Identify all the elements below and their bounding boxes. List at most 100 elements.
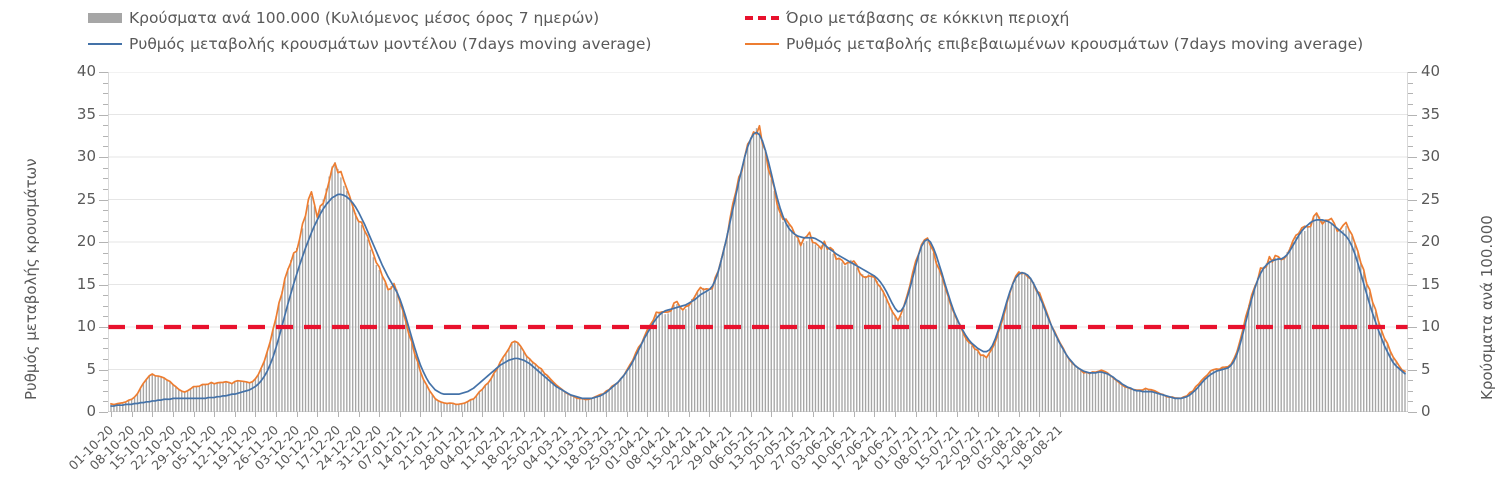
x-tick-label: 21-01-21: [395, 422, 447, 473]
legend-item-model-line: Ρυθμός μεταβολής κρουσμάτων μοντέλου (7d…: [88, 35, 651, 53]
x-tick-mark: [337, 412, 339, 417]
y-axis-left-title: Ρυθμός μεταβολής κρουσμάτων: [22, 158, 40, 400]
legend-item-threshold: Όριο μετάβασης σε κόκκινη περιοχή: [745, 9, 1069, 27]
y-tick-mark: [103, 220, 108, 222]
x-tick-label: 19-11-20: [209, 422, 261, 473]
x-tick-label: 28-01-21: [416, 422, 468, 473]
x-tick-label: 14-01-21: [375, 422, 426, 473]
y-tick-mark: [1408, 252, 1413, 254]
x-tick-label: 31-12-20: [333, 422, 385, 473]
x-tick-mark: [1039, 412, 1041, 417]
y-tick-mark: [1408, 199, 1417, 201]
x-tick-label: 05-11-20: [168, 422, 220, 473]
x-tick-label: 06-05-21: [705, 422, 756, 473]
y-tick-right: 30: [1421, 147, 1441, 165]
x-tick-mark: [234, 412, 236, 417]
y-tick-mark: [1408, 157, 1417, 158]
x-tick-mark: [441, 412, 443, 417]
y-tick-mark: [99, 412, 108, 413]
y-tick-mark: [103, 146, 108, 148]
y-tick-mark: [1408, 125, 1413, 127]
x-tick-label: 03-06-21: [787, 422, 839, 473]
y-tick-left: 35: [76, 104, 96, 123]
x-tick-label: 03-12-20: [251, 422, 302, 473]
y-tick-mark: [103, 82, 108, 84]
x-tick-label: 15-04-21: [643, 422, 695, 473]
y-tick-mark: [1408, 305, 1413, 307]
x-tick-label: 24-06-21: [849, 422, 901, 473]
x-tick-label: 08-04-21: [622, 422, 674, 473]
x-tick-mark: [482, 412, 484, 417]
y-tick-left: 30: [76, 147, 96, 165]
x-tick-mark: [874, 412, 876, 417]
y-tick-mark: [103, 390, 108, 392]
chart-svg: [108, 72, 1408, 412]
legend-label-bars: Κρούσματα ανά 100.000 (Κυλιόμενος μέσος …: [129, 9, 600, 27]
x-tick-mark: [626, 412, 628, 417]
x-tick-mark: [214, 412, 216, 417]
y-tick-mark: [1408, 82, 1413, 84]
plot-area: [108, 72, 1408, 412]
x-tick-mark: [193, 412, 195, 417]
x-tick-mark: [895, 412, 897, 417]
y-tick-mark: [1408, 231, 1413, 233]
x-tick-mark: [791, 412, 793, 417]
x-tick-mark: [833, 412, 835, 417]
y-tick-mark: [103, 93, 108, 95]
x-tick-mark: [564, 412, 566, 417]
x-tick-label: 22-07-21: [932, 422, 983, 473]
x-tick-label: 10-06-21: [808, 422, 860, 473]
y-tick-mark: [103, 188, 108, 190]
y-tick-mark: [103, 135, 108, 137]
x-tick-mark: [915, 412, 917, 417]
y-tick-mark: [1408, 390, 1413, 392]
y-tick-mark: [103, 125, 108, 127]
x-tick-mark: [812, 412, 814, 417]
x-tick-label: 29-07-21: [952, 422, 1004, 473]
legend-label-model: Ρυθμός μεταβολής κρουσμάτων μοντέλου (7d…: [129, 35, 652, 53]
x-tick-mark: [420, 412, 422, 417]
x-tick-label: 08-10-20: [86, 422, 137, 473]
x-tick-label: 05-08-21: [973, 422, 1025, 473]
y-tick-mark: [103, 358, 108, 360]
y-tick-right: 0: [1421, 402, 1431, 420]
y-tick-mark: [1408, 412, 1417, 413]
y-tick-mark: [103, 295, 108, 297]
x-tick-mark: [668, 412, 670, 417]
y-tick-mark: [99, 157, 108, 158]
y-tick-mark: [103, 401, 108, 403]
y-tick-left: 0: [86, 402, 96, 420]
orange-line-swatch-icon: [745, 43, 779, 45]
x-tick-label: 17-06-21: [828, 422, 880, 473]
y-tick-mark: [1408, 348, 1413, 350]
legend-label-threshold: Όριο μετάβασης σε κόκκινη περιοχή: [786, 9, 1070, 27]
x-tick-label: 22-10-20: [127, 422, 179, 473]
y-tick-mark: [103, 305, 108, 307]
x-tick-label: 22-04-21: [663, 422, 715, 473]
y-tick-mark: [103, 210, 108, 212]
x-tick-mark: [977, 412, 979, 417]
x-tick-mark: [936, 412, 938, 417]
x-tick-mark: [709, 412, 711, 417]
y-tick-mark: [103, 231, 108, 233]
chart-legend: Κρούσματα ανά 100.000 (Κυλιόμενος μέσος …: [0, 0, 1498, 58]
y-tick-mark: [103, 167, 108, 169]
x-tick-label: 29-04-21: [684, 422, 736, 473]
y-tick-right: 15: [1421, 274, 1441, 293]
y-tick-right: 10: [1421, 317, 1441, 335]
x-tick-mark: [647, 412, 649, 417]
y-tick-mark: [99, 327, 108, 328]
x-tick-label: 26-11-20: [230, 422, 282, 473]
y-tick-mark: [103, 252, 108, 254]
x-tick-label: 01-10-20: [65, 422, 117, 473]
y-tick-mark: [99, 242, 108, 243]
y-tick-mark: [1408, 327, 1417, 328]
x-tick-label: 29-10-20: [148, 422, 199, 473]
y-tick-left: 15: [76, 274, 96, 293]
x-tick-label: 25-02-21: [498, 422, 550, 473]
y-tick-mark: [1408, 337, 1413, 339]
x-tick-mark: [729, 412, 731, 417]
x-tick-mark: [131, 412, 133, 417]
x-tick-label: 20-05-21: [746, 422, 798, 473]
x-tick-mark: [152, 412, 154, 417]
